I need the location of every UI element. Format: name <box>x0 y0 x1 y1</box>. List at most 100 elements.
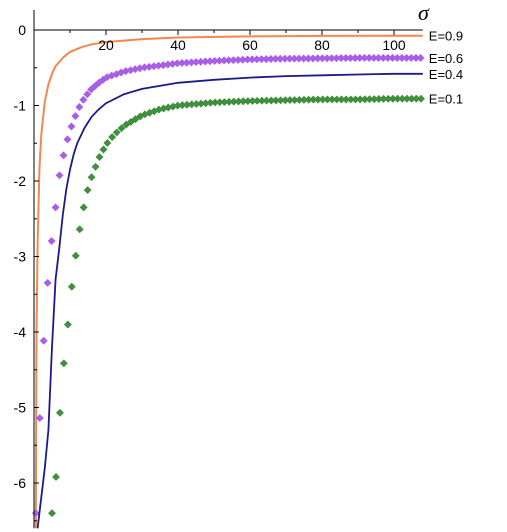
series-marker-e-0-6 <box>196 57 205 66</box>
series-marker-e-0-1 <box>103 139 112 147</box>
series-marker-e-0-6 <box>318 54 327 63</box>
y-tick-label: -1 <box>14 98 27 114</box>
series-line-e-0-9 <box>34 34 423 529</box>
series-marker-e-0-6 <box>309 54 317 63</box>
series-marker-e-0-1 <box>220 98 229 107</box>
series-marker-e-0-1 <box>95 153 104 161</box>
x-tick-label: 40 <box>170 37 186 53</box>
series-marker-e-0-1 <box>332 95 341 104</box>
series-marker-e-0-1 <box>360 95 369 104</box>
series-e-0-9 <box>34 34 423 529</box>
series-marker-e-0-1 <box>87 173 96 182</box>
series-marker-e-0-1 <box>75 225 84 234</box>
series-marker-e-0-6 <box>220 56 229 65</box>
series-marker-e-0-6 <box>304 54 313 63</box>
series-marker-e-0-1 <box>173 101 182 110</box>
y-tick-label: -2 <box>14 173 27 189</box>
x-tick-label: 60 <box>242 37 258 53</box>
legend-layer: E=0.9 E=0.6E=0.4 E=0.1 <box>429 29 463 107</box>
series-e-0-4 <box>36 72 423 529</box>
series-marker-e-0-1 <box>192 99 201 108</box>
series-marker-e-0-1 <box>234 97 243 106</box>
x-tick-label: 100 <box>382 37 406 53</box>
series-marker-e-0-1 <box>328 95 337 104</box>
series-marker-e-0-6 <box>206 57 214 66</box>
series-marker-e-0-6 <box>67 122 76 131</box>
y-tick-label: -4 <box>14 324 27 340</box>
series-marker-e-0-1 <box>48 509 56 518</box>
tick-marks: 20 40 60 80 100 0 -1 -2 -3 -4 -5 -6 <box>14 22 406 522</box>
series-marker-e-0-6 <box>299 54 308 63</box>
series-marker-e-0-1 <box>417 94 425 103</box>
series-marker-e-0-1 <box>337 95 346 104</box>
series-e-0-1 <box>48 94 425 518</box>
series-marker-e-0-6 <box>178 58 186 67</box>
series-marker-e-0-6 <box>173 59 182 68</box>
series-marker-e-0-1 <box>365 95 374 104</box>
series-marker-e-0-1 <box>248 96 257 105</box>
series-marker-e-0-1 <box>79 203 88 212</box>
series-marker-e-0-6 <box>285 54 294 63</box>
x-tick-label: 80 <box>314 37 330 53</box>
series-marker-e-0-1 <box>206 98 215 107</box>
series-marker-e-0-6 <box>271 54 280 63</box>
x-axis-label: σ <box>418 0 430 25</box>
series-marker-e-0-1 <box>323 95 332 104</box>
series-marker-e-0-1 <box>356 95 365 104</box>
series-marker-e-0-6 <box>201 57 210 66</box>
series-marker-e-0-6 <box>416 53 425 62</box>
series-marker-e-0-6 <box>39 336 48 345</box>
series-marker-e-0-6 <box>168 59 177 68</box>
series-marker-e-0-6 <box>51 203 60 212</box>
series-marker-e-0-1 <box>83 186 92 195</box>
x-tick-label: 20 <box>98 37 114 53</box>
series-marker-e-0-1 <box>314 95 322 104</box>
series-marker-e-0-1 <box>108 133 117 142</box>
series-marker-e-0-1 <box>59 359 68 368</box>
series-marker-e-0-6 <box>163 60 172 69</box>
series-marker-e-0-1 <box>276 96 285 105</box>
series-marker-e-0-1 <box>178 101 187 110</box>
series-marker-e-0-6 <box>149 62 158 71</box>
series-marker-e-0-6 <box>43 278 52 287</box>
series-marker-e-0-1 <box>71 251 80 260</box>
series-marker-e-0-1 <box>63 320 72 329</box>
series-marker-e-0-1 <box>285 96 294 105</box>
legend-entry-e-0-4: E=0.4 <box>429 67 463 82</box>
series-marker-e-0-6 <box>187 58 196 67</box>
series-line-e-0-4 <box>36 72 423 529</box>
series-marker-e-0-6 <box>63 135 72 144</box>
series-marker-e-0-1 <box>351 95 360 104</box>
series-marker-e-0-6 <box>262 55 271 64</box>
series-marker-e-0-1 <box>229 97 238 106</box>
series-marker-e-0-1 <box>187 100 196 109</box>
series-marker-e-0-6 <box>243 55 252 64</box>
series-marker-e-0-1 <box>52 472 60 481</box>
series-marker-e-0-6 <box>47 237 56 246</box>
series-marker-e-0-1 <box>99 145 108 154</box>
y-tick-label: -3 <box>14 249 27 265</box>
series-marker-e-0-6 <box>75 103 84 111</box>
series-marker-e-0-6 <box>266 55 275 63</box>
series-marker-e-0-6 <box>140 63 149 72</box>
y-tick-label: -6 <box>14 475 27 491</box>
series-marker-e-0-1 <box>117 124 126 133</box>
series-marker-e-0-6 <box>55 171 64 180</box>
series-marker-e-0-6 <box>248 55 257 64</box>
series-marker-e-0-6 <box>159 61 168 70</box>
series-marker-e-0-6 <box>79 95 88 104</box>
series-marker-e-0-1 <box>67 282 76 291</box>
series-marker-e-0-1 <box>91 162 100 171</box>
y-tick-label: -5 <box>14 400 27 416</box>
series-marker-e-0-1 <box>55 408 64 417</box>
series-e-0-6 <box>31 53 425 518</box>
series-marker-e-0-1 <box>346 95 355 104</box>
legend-entry-e-0-9: E=0.9 <box>429 29 463 44</box>
series-marker-e-0-6 <box>59 151 68 160</box>
series-marker-e-0-6 <box>234 55 243 64</box>
legend-entry-e-0-6: E=0.6 <box>429 51 463 66</box>
series-marker-e-0-6 <box>71 112 80 121</box>
series-layer <box>31 34 425 529</box>
series-marker-e-0-1 <box>225 97 234 106</box>
